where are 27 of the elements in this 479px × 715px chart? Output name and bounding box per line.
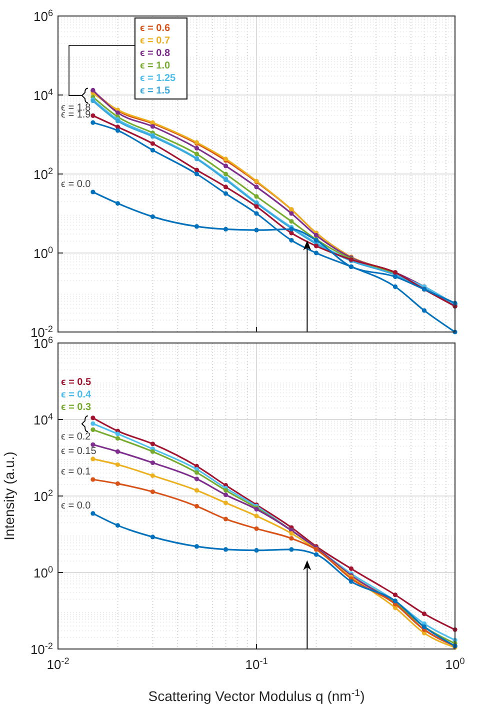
- text: ϵ = 0.8: [140, 48, 170, 59]
- text: ϵ = 0.5: [61, 376, 92, 388]
- series-label: ϵ = 0.2: [61, 432, 92, 443]
- y-tick-label: 10$^{2}$: [33, 488, 53, 504]
- series-label: ϵ = 0.0: [61, 500, 92, 512]
- text: ϵ = 1.5: [140, 86, 170, 96]
- y-tick-label: 10$^{2}$: [33, 166, 53, 182]
- text: ϵ = 1.0: [140, 60, 170, 72]
- series-label: ϵ = 0.3: [61, 402, 92, 413]
- series-label: ϵ = 0.15: [61, 446, 97, 457]
- text: ϵ = 0.4: [61, 389, 92, 400]
- y-tick-label: 10$^{0}$: [33, 564, 53, 580]
- y-tick-label: 10$^{4}$: [33, 87, 53, 103]
- y-tick-label: 10$^{4}$: [33, 412, 53, 428]
- y-tick-label: 10$^{0}$: [33, 245, 53, 261]
- x-axis-title: Scattering Vector Modulus q (nm$^{-1}$): [148, 688, 365, 704]
- x-tick-label: 10$^{-2}$: [46, 656, 70, 672]
- y-tick-label: 10$^{-2}$: [30, 641, 53, 657]
- x-tick-label: 10$^{0}$: [445, 656, 465, 672]
- text: ϵ = 1.25: [140, 73, 176, 84]
- text: ϵ = 0.6: [140, 23, 170, 34]
- x-tick-label: 10$^{-1}$: [245, 656, 268, 672]
- y-axis-title: Intensity (a.u.): [1, 452, 17, 540]
- series-label: ϵ = 0.0: [61, 179, 92, 190]
- series-label: ϵ = 0.1: [61, 466, 92, 478]
- y-tick-label: 10$^{6}$: [33, 8, 53, 24]
- text: ϵ = 0.7: [140, 36, 170, 46]
